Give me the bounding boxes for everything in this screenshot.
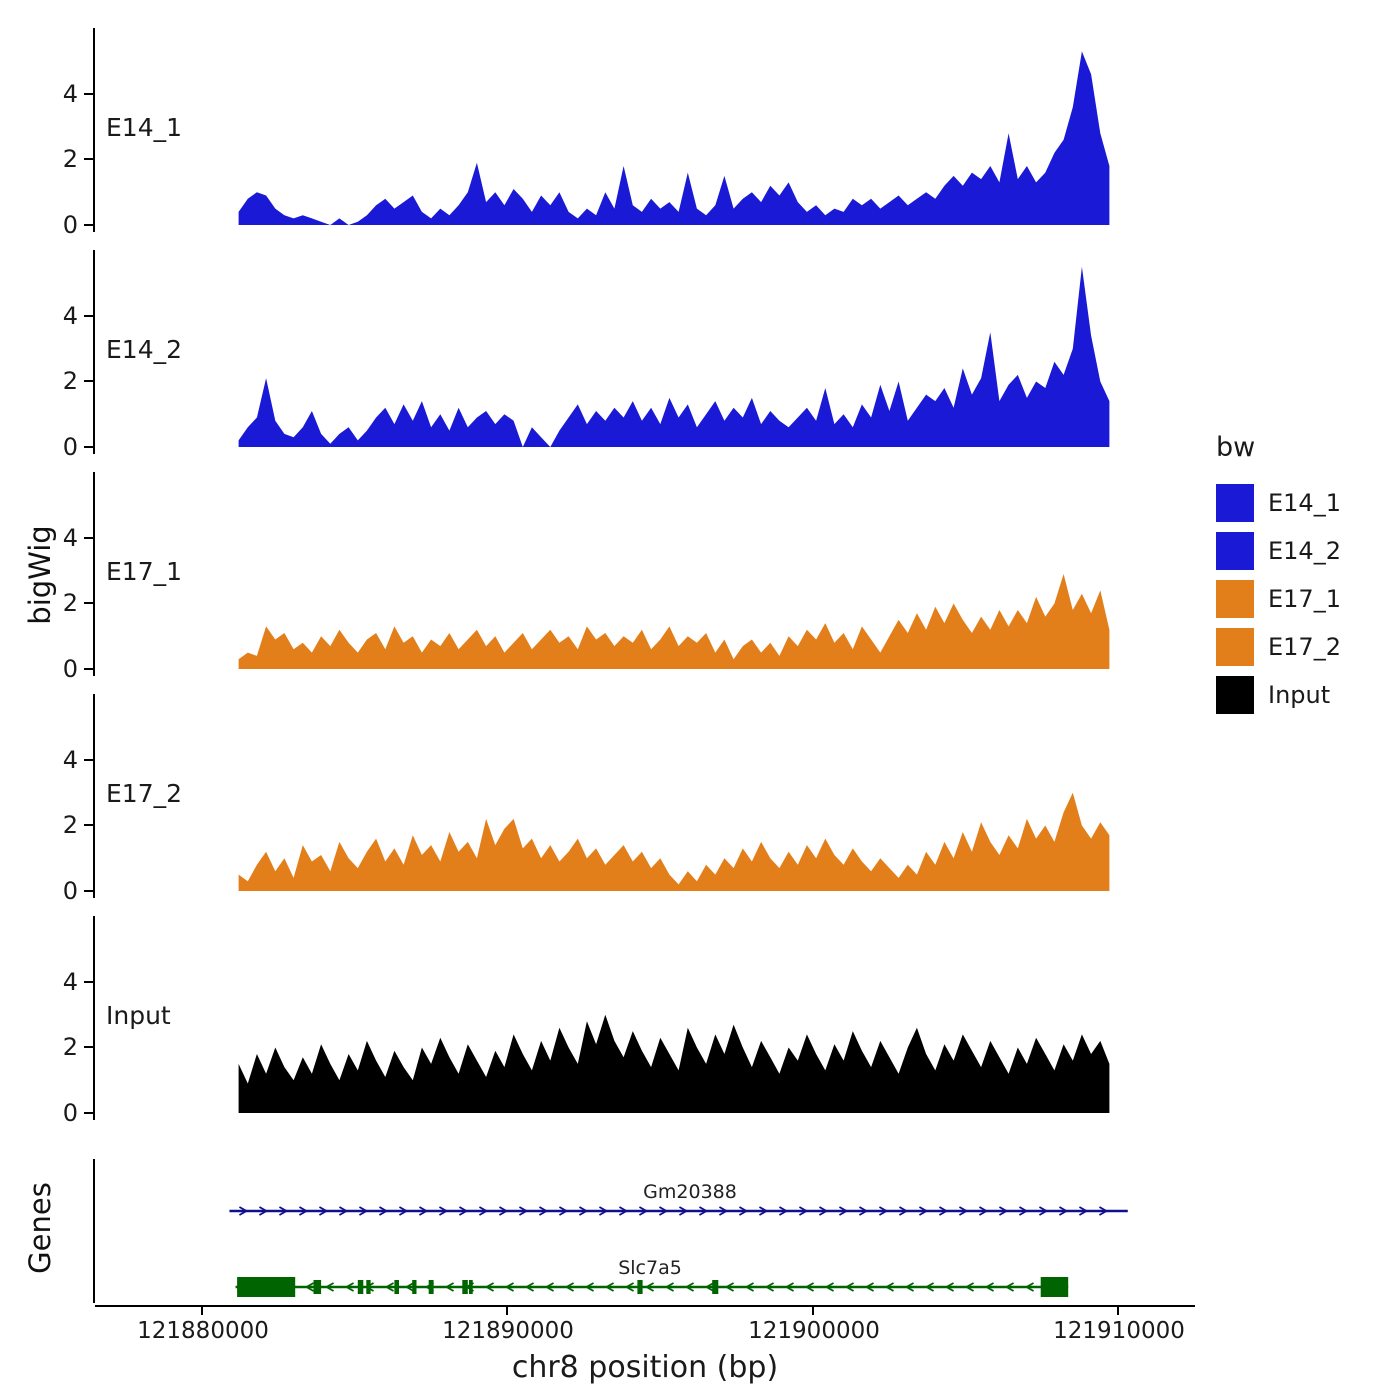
y-tick-label: 0 <box>62 433 78 461</box>
y-tick-mark <box>84 380 93 382</box>
x-tick-label: 121890000 <box>442 1318 574 1344</box>
x-tick-mark <box>1117 1307 1119 1315</box>
legend-item-input: Input <box>1216 671 1341 719</box>
y-tick-label: 2 <box>62 145 78 173</box>
x-tick-label: 121900000 <box>748 1318 880 1344</box>
y-tick-label: 0 <box>62 877 78 905</box>
legend-item-e17-1: E17_1 <box>1216 575 1341 623</box>
y-tick-mark <box>84 93 93 95</box>
y-axis-line <box>93 28 95 232</box>
y-tick-label: 0 <box>62 655 78 683</box>
x-tick-mark <box>201 1307 203 1315</box>
y-tick-mark <box>84 668 93 670</box>
x-tick-label: 121880000 <box>137 1318 269 1344</box>
gene-models <box>229 1206 1128 1297</box>
coverage-area-e17-2 <box>238 792 1110 891</box>
coverage-area-e14-2 <box>238 266 1110 447</box>
track-label-e14-2: E14_2 <box>106 335 183 364</box>
legend-label: E14_1 <box>1268 489 1341 517</box>
gene-label-slc7a5: Slc7a5 <box>618 1257 682 1279</box>
x-axis-title: chr8 position (bp) <box>511 1350 779 1385</box>
x-tick-mark <box>812 1307 814 1315</box>
track-panel-e14-2: 4 2 0 E14_2 <box>0 250 1250 460</box>
legend-item-e14-2: E14_2 <box>1216 527 1341 575</box>
coverage-area-e17-1 <box>238 574 1110 669</box>
y-axis-line <box>93 694 95 898</box>
legend-label: E17_1 <box>1268 585 1341 613</box>
y-tick-mark <box>84 759 93 761</box>
y-tick-label: 2 <box>62 1033 78 1061</box>
y-tick-label: 2 <box>62 367 78 395</box>
legend-key-swatch <box>1216 676 1254 714</box>
y-tick-label: 4 <box>62 746 78 774</box>
y-tick-mark <box>84 981 93 983</box>
y-axis-line <box>93 472 95 676</box>
y-tick-label: 0 <box>62 211 78 239</box>
track-label-e14-1: E14_1 <box>106 113 183 142</box>
y-tick-label: 4 <box>62 80 78 108</box>
legend-label: E17_2 <box>1268 633 1341 661</box>
coverage-area-e14-1 <box>238 51 1110 225</box>
genes-axis-line <box>93 1159 95 1303</box>
y-tick-mark <box>84 890 93 892</box>
track-label-e17-2: E17_2 <box>106 779 183 808</box>
x-axis-line <box>95 1305 1195 1307</box>
y-axis-line <box>93 250 95 454</box>
y-tick-mark <box>84 315 93 317</box>
y-tick-mark <box>84 446 93 448</box>
y-tick-mark <box>84 537 93 539</box>
legend-key-swatch <box>1216 484 1254 522</box>
y-tick-mark <box>84 158 93 160</box>
legend-item-e14-1: E14_1 <box>1216 479 1341 527</box>
track-label-input: Input <box>106 1001 171 1030</box>
y-tick-mark <box>84 1046 93 1048</box>
y-tick-mark <box>84 224 93 226</box>
y-tick-label: 4 <box>62 968 78 996</box>
y-tick-label: 2 <box>62 811 78 839</box>
coverage-area-input <box>238 1014 1110 1113</box>
track-panel-e14-1: 4 2 0 E14_1 <box>0 28 1250 238</box>
legend-item-e17-2: E17_2 <box>1216 623 1341 671</box>
legend-key-swatch <box>1216 628 1254 666</box>
y-tick-label: 2 <box>62 589 78 617</box>
legend-title: bw <box>1216 432 1256 463</box>
y-tick-mark <box>84 824 93 826</box>
track-panel-input: 4 2 0 Input <box>0 916 1250 1126</box>
track-panel-e17-2: 4 2 0 E17_2 <box>0 694 1250 904</box>
y-tick-mark <box>84 602 93 604</box>
legend-label: Input <box>1268 681 1331 709</box>
legend-key-swatch <box>1216 580 1254 618</box>
legend-label: E14_2 <box>1268 537 1341 565</box>
y-axis-line <box>93 916 95 1120</box>
y-tick-label: 0 <box>62 1099 78 1127</box>
y-tick-mark <box>84 1112 93 1114</box>
track-label-e17-1: E17_1 <box>106 557 183 586</box>
track-panel-e17-1: 4 2 0 E17_1 <box>0 472 1250 682</box>
legend-key-swatch <box>1216 532 1254 570</box>
x-tick-label: 121910000 <box>1053 1318 1185 1344</box>
x-tick-mark <box>506 1307 508 1315</box>
y-tick-label: 4 <box>62 524 78 552</box>
genes-panel: Gm20388 Slc7a5 <box>0 1157 1250 1305</box>
gene-label-gm20388: Gm20388 <box>643 1181 737 1203</box>
legend: bw E14_1 E14_2 E17_1 E17_2 Input <box>1216 432 1341 719</box>
y-tick-label: 4 <box>62 302 78 330</box>
